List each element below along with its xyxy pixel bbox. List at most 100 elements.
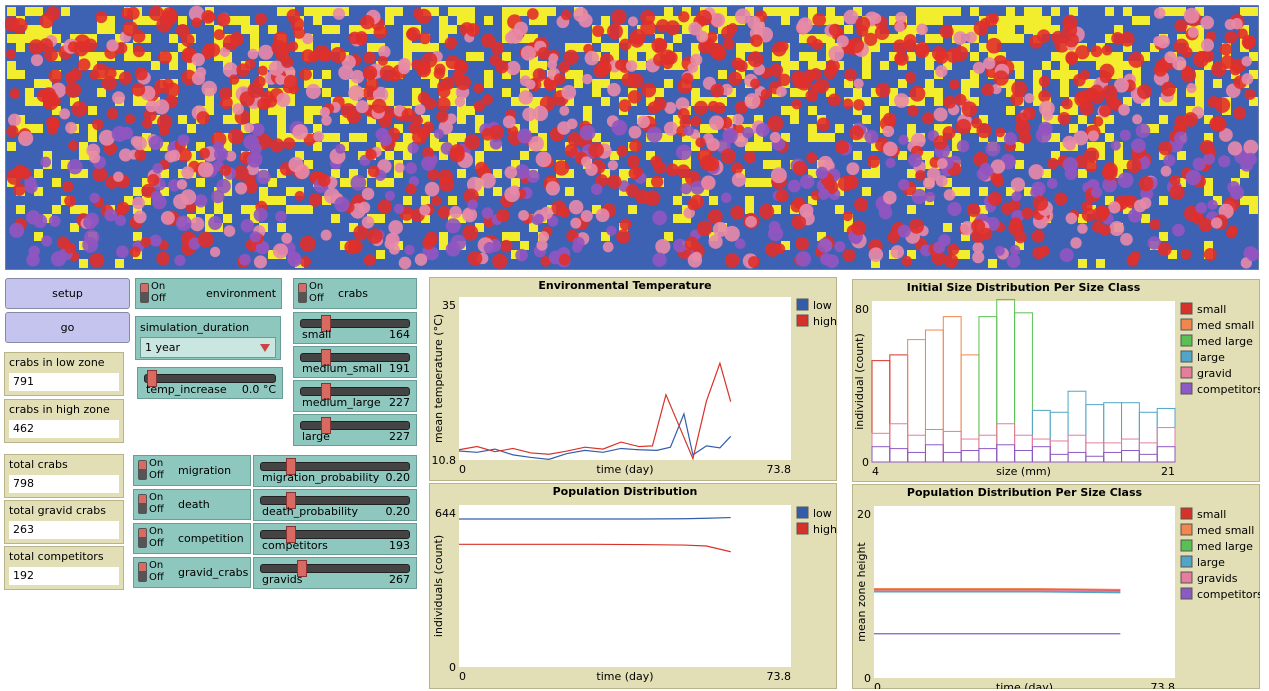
patch [1159, 196, 1168, 205]
patch [1042, 25, 1051, 34]
patch [34, 79, 43, 88]
legend-swatch [1180, 523, 1193, 536]
crab-icon [853, 99, 865, 111]
slider[interactable]: competitors 193 [253, 523, 417, 555]
crab-icon [882, 125, 895, 138]
crab-icon [305, 83, 321, 99]
chooser[interactable]: simulation_duration 1 year [135, 316, 281, 360]
switch[interactable]: On Off death [133, 489, 251, 520]
patch [646, 178, 655, 187]
patch [1204, 133, 1213, 142]
patch [1060, 70, 1069, 79]
y-tick-label: 80 [855, 303, 869, 316]
patch [367, 43, 376, 52]
patch [871, 169, 880, 178]
patch [781, 106, 790, 115]
crab-icon [377, 55, 388, 66]
slider[interactable]: migration_probability 0.20 [253, 455, 417, 487]
patch [205, 214, 214, 223]
button[interactable]: go [5, 312, 130, 343]
crab-icon [867, 155, 881, 169]
crab-icon [885, 157, 896, 169]
crab-icon [454, 96, 466, 107]
monitor-label: total crabs [9, 458, 68, 471]
crab-icon [321, 115, 332, 126]
slider[interactable]: gravids 267 [253, 557, 417, 589]
crab-icon [923, 177, 936, 190]
crab-icon [849, 125, 864, 141]
crab-icon [294, 164, 310, 180]
switch[interactable]: On Off migration [133, 455, 251, 486]
crab-icon [820, 252, 833, 266]
crab-icon [1075, 45, 1090, 60]
crab-icon [728, 71, 743, 86]
patch [826, 16, 835, 25]
crab-icon [1128, 51, 1145, 68]
patch [1240, 7, 1249, 16]
patch [1123, 97, 1132, 106]
crab-icon [699, 155, 716, 171]
crab-icon [522, 107, 537, 122]
monitor-label: crabs in high zone [9, 403, 110, 416]
crab-icon [95, 11, 108, 24]
slider[interactable]: death_probability 0.20 [253, 489, 417, 521]
crab-icon [462, 224, 479, 241]
patch [385, 151, 394, 160]
patch [475, 187, 484, 196]
patch [961, 43, 970, 52]
crab-icon [253, 207, 268, 222]
crab-icon [33, 214, 48, 229]
patch [1078, 115, 1087, 124]
patch [1033, 25, 1042, 34]
y-axis-label: mean temperature (°C) [432, 314, 445, 443]
patch [232, 16, 241, 25]
crab-icon [1077, 223, 1088, 234]
patch [25, 97, 34, 106]
crab-icon [1081, 207, 1096, 222]
patch [925, 34, 934, 43]
crab-icon [935, 65, 948, 78]
patch [79, 259, 88, 268]
slider[interactable]: medium_small 191 [293, 346, 417, 378]
monitor-value: 263 [9, 521, 119, 539]
slider[interactable]: small 164 [293, 312, 417, 344]
patch [268, 25, 277, 34]
patch [187, 124, 196, 133]
patch [907, 205, 916, 214]
switch[interactable]: On Off environment [135, 278, 282, 309]
crab-icon [676, 164, 691, 178]
crab-icon [765, 242, 780, 257]
crab-icon [507, 125, 519, 137]
slider[interactable]: temp_increase 0.0 °C [137, 367, 283, 399]
patch [592, 79, 601, 88]
crab-icon [176, 215, 192, 232]
button[interactable]: setup [5, 278, 130, 309]
patch [349, 25, 358, 34]
patch [70, 34, 79, 43]
patch [250, 34, 259, 43]
patch [592, 34, 601, 43]
patch [520, 7, 529, 16]
switch[interactable]: On Off crabs [293, 278, 417, 309]
crab-icon [755, 123, 770, 137]
patch [673, 61, 682, 70]
crab-icon [1133, 199, 1147, 213]
patch [349, 169, 358, 178]
patch [682, 160, 691, 169]
crab-icon [558, 61, 570, 73]
plot-title: Initial Size Distribution Per Size Class [907, 281, 1141, 294]
switch[interactable]: On Off competition [133, 523, 251, 554]
crab-icon [438, 176, 455, 192]
switch[interactable]: On Off gravid_crabs [133, 557, 251, 588]
crab-icon [787, 179, 801, 193]
slider[interactable]: large 227 [293, 414, 417, 446]
patch [520, 34, 529, 43]
series-line [874, 589, 1121, 592]
patch [187, 214, 196, 223]
crab-icon [12, 183, 26, 197]
crab-icon [350, 174, 367, 191]
slider[interactable]: medium_large 227 [293, 380, 417, 412]
patch [1105, 34, 1114, 43]
slider-name: small [302, 328, 332, 341]
patch [340, 241, 349, 250]
